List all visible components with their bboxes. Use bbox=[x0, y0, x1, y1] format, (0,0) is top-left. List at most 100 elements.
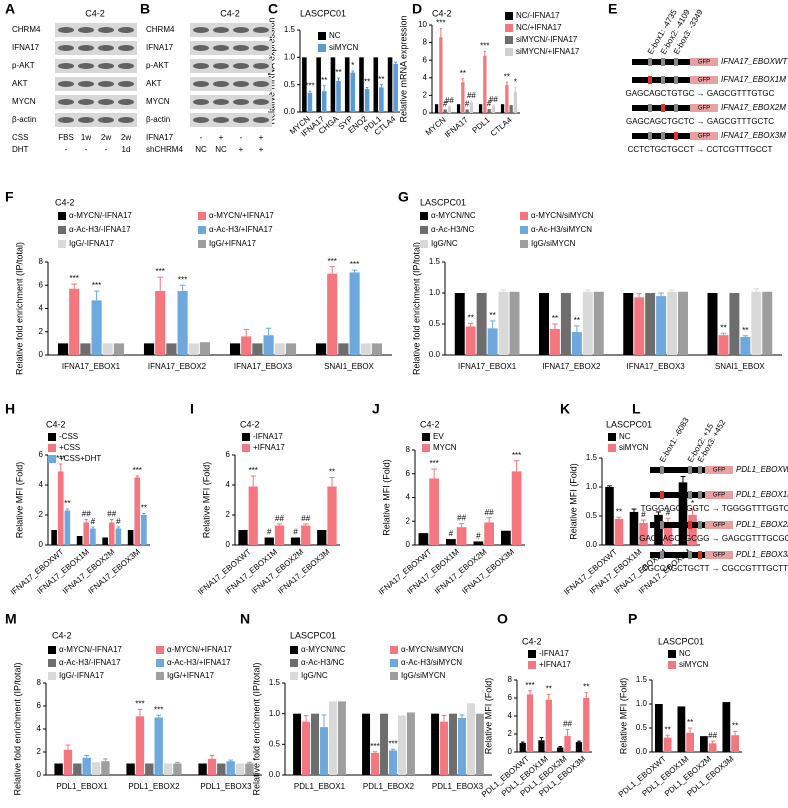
significance-label: ** bbox=[732, 721, 738, 730]
bar bbox=[545, 699, 552, 752]
blot-band bbox=[58, 63, 74, 69]
significance-label: # bbox=[293, 528, 298, 537]
y-tick-label: 0 bbox=[226, 540, 231, 549]
bar bbox=[397, 715, 406, 775]
bar bbox=[605, 487, 614, 545]
legend-swatch bbox=[198, 212, 206, 220]
y-tick-label: 0.0 bbox=[429, 350, 441, 359]
bar bbox=[466, 703, 475, 775]
y-tick-label: 4 bbox=[39, 304, 44, 313]
blot-band bbox=[253, 45, 269, 51]
bar bbox=[699, 736, 708, 752]
significance-label: *** bbox=[328, 257, 337, 266]
bar bbox=[245, 763, 254, 775]
bar bbox=[198, 763, 207, 775]
y-tick-label: 1.0 bbox=[269, 709, 281, 718]
bar bbox=[389, 750, 397, 775]
significance-label: ## bbox=[275, 514, 284, 523]
bar bbox=[126, 763, 135, 775]
blot-row-label: β-actin bbox=[146, 115, 170, 124]
gfp-label: GFP bbox=[713, 523, 725, 529]
bar bbox=[483, 55, 487, 113]
bar bbox=[173, 763, 182, 775]
legend-label: α-MYCN/siMYCN bbox=[531, 211, 594, 220]
bar bbox=[311, 713, 319, 775]
x-tick-label: IFNA17_EBOX2 bbox=[542, 362, 601, 371]
ebox-site bbox=[698, 551, 702, 559]
significance-label: *** bbox=[56, 454, 65, 463]
legend-swatch bbox=[668, 661, 676, 669]
bar bbox=[252, 343, 263, 355]
legend-label: α-MYCN/siMYCN bbox=[401, 645, 464, 654]
y-tick-label: 2 bbox=[37, 747, 42, 756]
blot-row-label: β-actin bbox=[12, 115, 36, 124]
panel-label: O bbox=[497, 611, 508, 627]
blot-band bbox=[98, 117, 114, 123]
legend-swatch bbox=[505, 48, 513, 56]
legend-label: IgG/-IFNA17 bbox=[59, 671, 104, 680]
legend-swatch bbox=[198, 240, 206, 248]
panel-label: D bbox=[412, 1, 422, 17]
legend-label: NC bbox=[619, 432, 631, 441]
y-axis-label: Relative fold enrichment (IP/total) bbox=[251, 662, 261, 795]
bar bbox=[446, 539, 456, 545]
legend-swatch bbox=[58, 212, 66, 220]
legend-label: +IFNA17 bbox=[539, 660, 571, 669]
bar bbox=[360, 343, 371, 355]
panel-label: B bbox=[140, 1, 150, 17]
legend-label: siMYCN bbox=[619, 443, 649, 452]
chart-title: C4-2 bbox=[432, 8, 452, 18]
bar bbox=[418, 533, 429, 545]
y-axis-label: Relative fold enrichment (IP/total) bbox=[12, 662, 22, 795]
x-tick-label: CTLA4 bbox=[489, 115, 514, 138]
x-tick-label: IFNA17_EBOX3M bbox=[460, 547, 516, 596]
blot-band bbox=[118, 117, 134, 123]
significance-label: # bbox=[443, 100, 448, 109]
ebox-site bbox=[688, 551, 692, 559]
y-tick-label: 2 bbox=[226, 510, 231, 519]
legend-label: α-MYCN/-IFNA17 bbox=[69, 211, 132, 220]
blot-band bbox=[118, 45, 134, 51]
legend-swatch bbox=[58, 240, 66, 248]
ebox-site bbox=[648, 132, 652, 140]
bar bbox=[667, 291, 678, 355]
gfp-label: GFP bbox=[713, 493, 725, 499]
legend-label: IgG/NC bbox=[301, 671, 328, 680]
blot-band bbox=[253, 63, 269, 69]
bar bbox=[731, 735, 740, 752]
bar bbox=[91, 762, 101, 775]
significance-label: ## bbox=[445, 96, 454, 105]
legend-swatch bbox=[608, 433, 616, 441]
blot-band bbox=[78, 27, 94, 33]
blot-band bbox=[193, 81, 209, 87]
chart-title: LASCPC01 bbox=[658, 636, 704, 646]
gfp-box bbox=[690, 76, 718, 84]
significance-label: *** bbox=[249, 466, 258, 475]
bar bbox=[199, 342, 211, 355]
condition-label: shCHRM4 bbox=[146, 145, 183, 154]
y-tick-label: 8 bbox=[508, 675, 513, 684]
bar bbox=[91, 300, 102, 355]
legend-label: α-Ac-H3/siMYCN bbox=[401, 658, 462, 667]
legend-swatch bbox=[390, 646, 398, 654]
gfp-box bbox=[705, 521, 733, 529]
ebox-site bbox=[661, 58, 665, 66]
legend-label: NC/-IFNA17 bbox=[516, 11, 560, 20]
bar bbox=[484, 522, 494, 545]
panel-label: F bbox=[5, 189, 14, 205]
y-axis-label: Relative mRNA expression bbox=[398, 15, 408, 122]
condition-label: DHT bbox=[12, 145, 29, 154]
ebox-site bbox=[674, 76, 678, 84]
legend-swatch bbox=[156, 646, 164, 654]
blot-band bbox=[253, 27, 269, 33]
bar bbox=[511, 471, 522, 545]
panel-label: K bbox=[560, 401, 570, 417]
blot-row-label: AKT bbox=[12, 79, 28, 88]
mutation-label: CCTCTGCTGCCT → CCTCGTTTGCCT bbox=[628, 145, 773, 154]
gfp-box bbox=[705, 551, 733, 559]
bar bbox=[707, 293, 718, 355]
x-tick-label: IFNA17_EBOX3 bbox=[627, 362, 686, 371]
y-tick-label: 1.0 bbox=[586, 482, 598, 491]
legend-label: NC/+IFNA17 bbox=[516, 23, 562, 32]
y-tick-label: 6 bbox=[423, 55, 428, 64]
